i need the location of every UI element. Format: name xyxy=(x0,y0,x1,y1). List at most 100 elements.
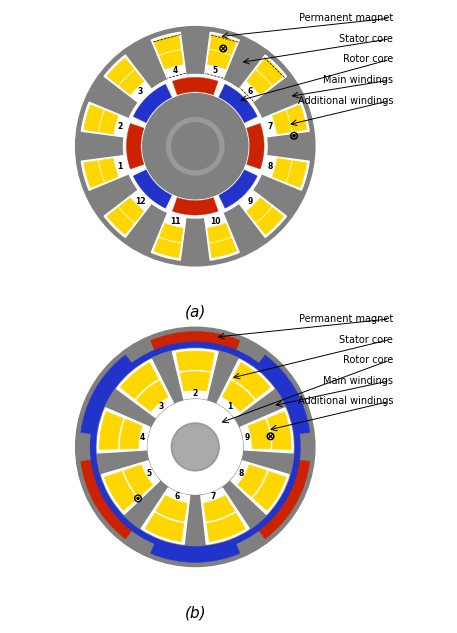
Wedge shape xyxy=(81,460,132,539)
Wedge shape xyxy=(232,363,270,399)
Wedge shape xyxy=(145,513,184,542)
Wedge shape xyxy=(151,32,186,79)
Text: 11: 11 xyxy=(170,217,181,226)
Wedge shape xyxy=(247,198,271,222)
Text: 1: 1 xyxy=(117,162,122,171)
Wedge shape xyxy=(104,55,151,102)
Wedge shape xyxy=(160,50,183,69)
Wedge shape xyxy=(156,496,187,521)
Text: 7: 7 xyxy=(268,122,273,130)
Circle shape xyxy=(75,27,315,266)
Wedge shape xyxy=(217,360,274,418)
Wedge shape xyxy=(256,58,283,85)
Text: 8: 8 xyxy=(268,162,273,171)
Wedge shape xyxy=(253,472,286,510)
Text: 1: 1 xyxy=(227,401,232,411)
Wedge shape xyxy=(259,355,310,434)
Circle shape xyxy=(90,342,300,551)
Text: 6: 6 xyxy=(175,492,180,501)
Circle shape xyxy=(80,31,311,261)
Wedge shape xyxy=(219,84,257,123)
Text: (b): (b) xyxy=(185,606,206,620)
Wedge shape xyxy=(154,35,181,54)
Text: Additional windings: Additional windings xyxy=(298,396,393,406)
Wedge shape xyxy=(107,58,134,85)
Wedge shape xyxy=(205,32,239,79)
Wedge shape xyxy=(262,103,309,137)
Wedge shape xyxy=(97,408,150,453)
Text: 4: 4 xyxy=(172,66,178,75)
Text: 10: 10 xyxy=(210,217,221,226)
Wedge shape xyxy=(272,158,291,182)
Wedge shape xyxy=(81,156,128,190)
Wedge shape xyxy=(204,496,234,521)
Circle shape xyxy=(173,425,218,469)
Wedge shape xyxy=(100,412,123,449)
Wedge shape xyxy=(160,223,183,242)
Wedge shape xyxy=(219,170,257,208)
Wedge shape xyxy=(133,170,172,208)
Wedge shape xyxy=(107,208,134,234)
Wedge shape xyxy=(262,156,309,190)
Text: 8: 8 xyxy=(239,469,244,478)
Wedge shape xyxy=(207,513,245,542)
Circle shape xyxy=(293,135,295,137)
Text: 3: 3 xyxy=(159,401,164,411)
Text: Stator core: Stator core xyxy=(339,335,393,344)
Wedge shape xyxy=(239,55,287,102)
Wedge shape xyxy=(207,223,231,242)
Wedge shape xyxy=(223,381,254,411)
Wedge shape xyxy=(81,355,132,434)
Wedge shape xyxy=(176,351,214,371)
Wedge shape xyxy=(172,197,218,215)
Circle shape xyxy=(143,94,248,199)
Text: 9: 9 xyxy=(245,433,250,442)
Wedge shape xyxy=(105,472,137,510)
Wedge shape xyxy=(210,238,237,258)
Wedge shape xyxy=(267,412,291,449)
Text: (a): (a) xyxy=(185,305,206,320)
Wedge shape xyxy=(247,123,264,169)
Wedge shape xyxy=(238,465,266,497)
Circle shape xyxy=(148,399,243,494)
Wedge shape xyxy=(172,77,218,95)
Wedge shape xyxy=(141,488,190,544)
Text: 5: 5 xyxy=(147,469,152,478)
Wedge shape xyxy=(172,349,218,399)
Wedge shape xyxy=(137,381,168,411)
Text: 7: 7 xyxy=(211,492,216,501)
Wedge shape xyxy=(259,460,310,539)
Wedge shape xyxy=(117,360,173,418)
Text: 6: 6 xyxy=(248,87,253,96)
Wedge shape xyxy=(84,161,104,187)
Wedge shape xyxy=(81,103,128,137)
Circle shape xyxy=(171,423,219,471)
Wedge shape xyxy=(256,208,283,234)
Wedge shape xyxy=(150,332,240,351)
Text: Rotor core: Rotor core xyxy=(343,355,393,365)
Wedge shape xyxy=(239,191,287,237)
Wedge shape xyxy=(287,105,307,132)
Wedge shape xyxy=(248,419,271,449)
Text: 5: 5 xyxy=(213,66,218,75)
Wedge shape xyxy=(231,461,289,514)
Wedge shape xyxy=(99,158,118,182)
Text: Additional windings: Additional windings xyxy=(298,96,393,106)
Wedge shape xyxy=(247,70,271,94)
Wedge shape xyxy=(84,105,104,132)
Wedge shape xyxy=(119,70,143,94)
Circle shape xyxy=(166,118,224,175)
Wedge shape xyxy=(240,408,293,453)
Text: 12: 12 xyxy=(135,197,145,206)
Text: Rotor core: Rotor core xyxy=(343,54,393,65)
Wedge shape xyxy=(272,111,291,134)
Wedge shape xyxy=(124,465,153,497)
Wedge shape xyxy=(101,461,159,514)
Wedge shape xyxy=(207,50,231,69)
Wedge shape xyxy=(119,198,143,222)
Wedge shape xyxy=(151,213,186,260)
Text: 2: 2 xyxy=(117,122,122,130)
Text: 3: 3 xyxy=(138,87,143,96)
Circle shape xyxy=(137,498,139,499)
Text: Main windings: Main windings xyxy=(323,75,393,85)
